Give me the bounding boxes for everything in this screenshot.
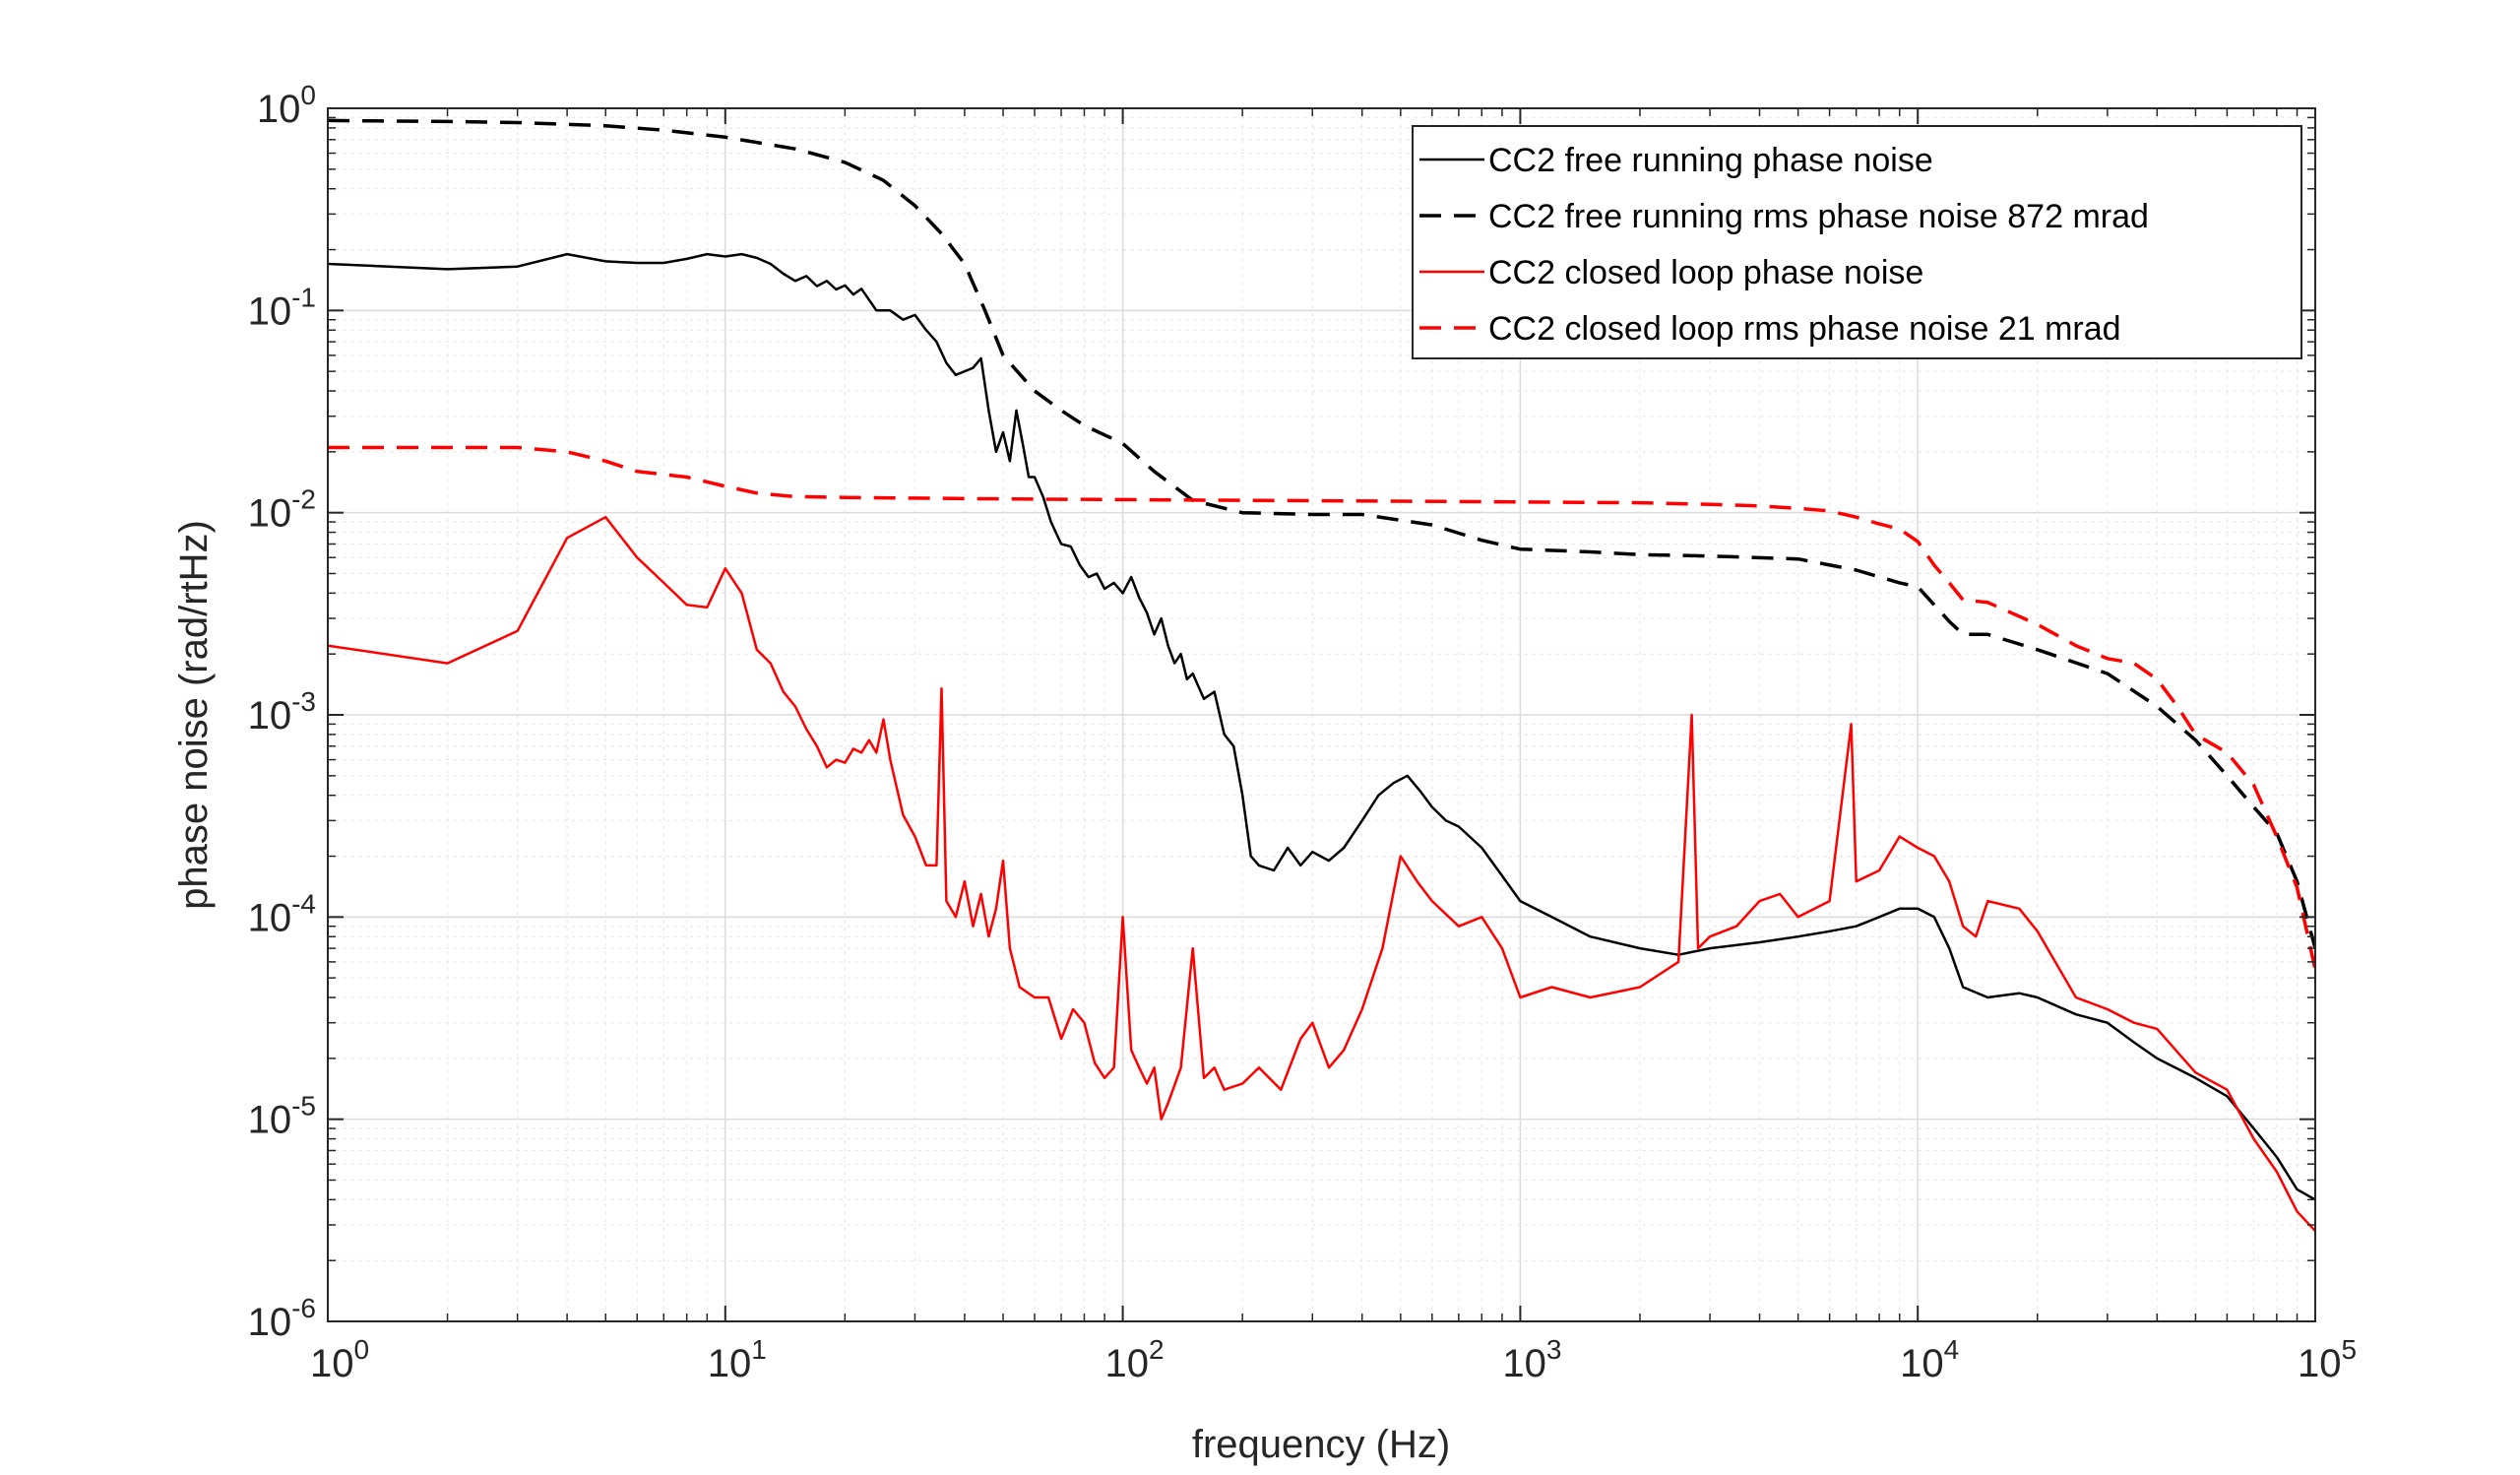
x-tick-label: 102	[1105, 1334, 1165, 1385]
x-tick-label: 101	[708, 1334, 767, 1385]
y-tick-label: 10-4	[248, 888, 316, 939]
y-tick-label: 100	[257, 80, 316, 131]
y-tick-label: 10-5	[248, 1091, 316, 1142]
x-tick-labels: 100 101 102 103 104 105	[310, 1334, 2357, 1385]
x-tick-label: 104	[1900, 1334, 1959, 1385]
y-tick-label: 10-6	[248, 1293, 316, 1344]
series-line-2	[328, 118, 2315, 949]
y-tick-labels: 100 10-1 10-2 10-3 10-4 10-5 10-6	[248, 80, 316, 1344]
axis-ticks	[327, 108, 2315, 1322]
x-tick-label: 103	[1502, 1334, 1561, 1385]
x-tick-label: 100	[310, 1334, 369, 1385]
legend-box	[1412, 125, 2302, 359]
series-layer	[328, 118, 2315, 1233]
y-tick-label: 10-3	[248, 686, 316, 738]
legend-label-1: CC2 free running phase noise	[1488, 142, 1933, 179]
y-tick-label: 10-1	[248, 282, 316, 333]
legend-label-3: CC2 closed loop phase noise	[1488, 254, 1923, 291]
series-line-4	[328, 445, 2315, 970]
series-line-3	[328, 515, 2315, 1233]
x-tick-label: 105	[2298, 1334, 2357, 1385]
legend-label-2: CC2 free running rms phase noise 872 mra…	[1488, 198, 2149, 235]
legend: CC2 free running phase noise CC2 free run…	[1412, 125, 2302, 359]
legend-label-4: CC2 closed loop rms phase noise 21 mrad	[1488, 310, 2121, 348]
x-axis-label: frequency (Hz)	[1192, 1423, 1450, 1466]
y-axis-label: phase noise (rad/rtHz)	[172, 520, 216, 910]
y-tick-label: 10-2	[248, 484, 316, 536]
series-line-1	[328, 252, 2315, 1201]
